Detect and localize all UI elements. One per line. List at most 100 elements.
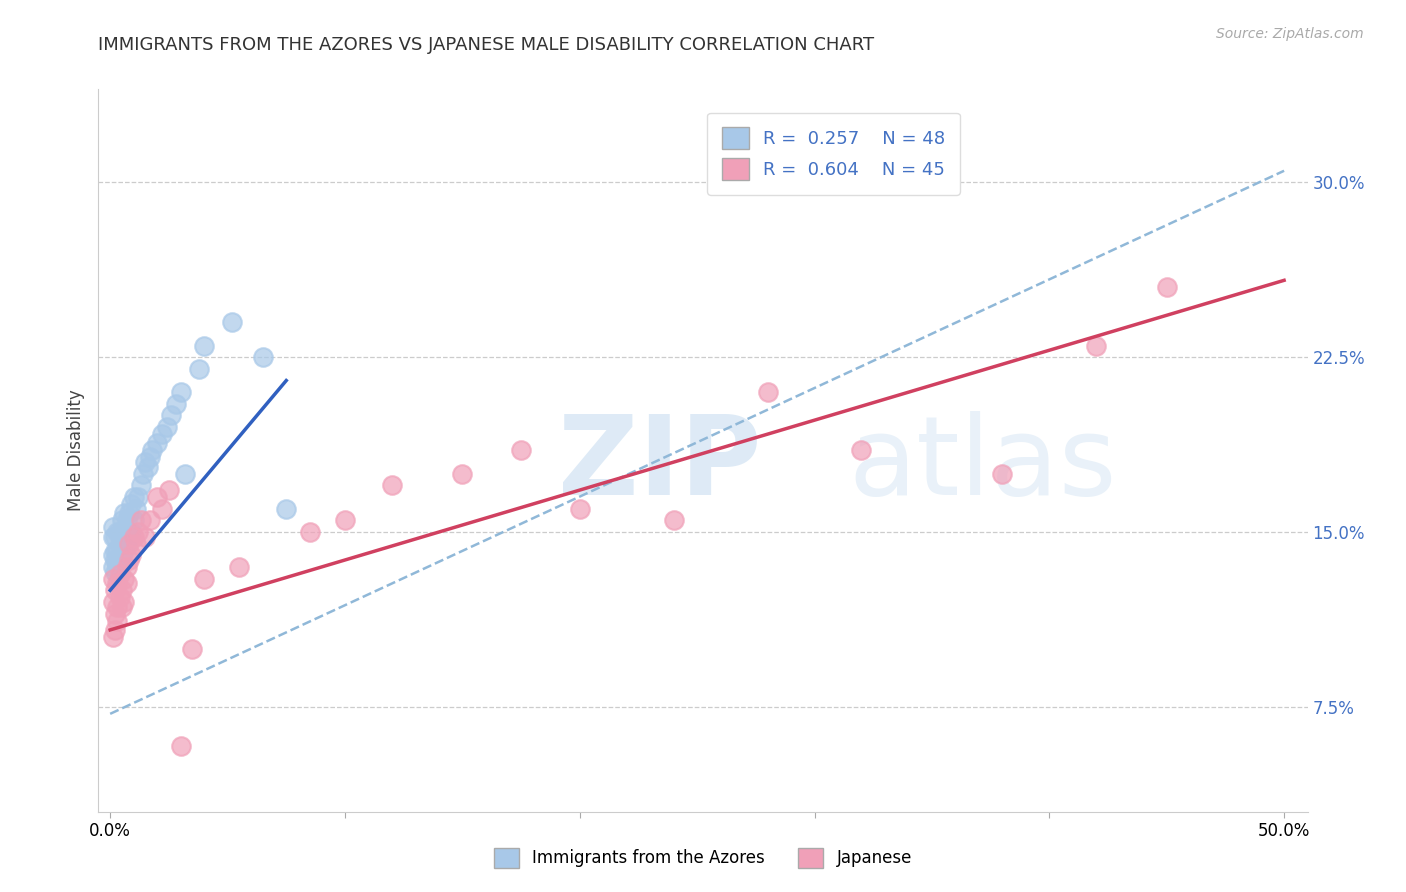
Point <box>105 558 128 572</box>
Point <box>169 739 191 754</box>
Point <box>101 520 124 534</box>
Point <box>108 566 131 581</box>
Point <box>115 513 138 527</box>
Point <box>165 397 187 411</box>
Point <box>136 459 159 474</box>
Point <box>104 607 127 621</box>
Point <box>333 513 356 527</box>
Text: IMMIGRANTS FROM THE AZORES VS JAPANESE MALE DISABILITY CORRELATION CHART: IMMIGRANTS FROM THE AZORES VS JAPANESE M… <box>98 36 875 54</box>
Point <box>188 362 211 376</box>
Point <box>132 467 155 481</box>
Legend: Immigrants from the Azores, Japanese: Immigrants from the Azores, Japanese <box>488 841 918 875</box>
Point <box>108 524 131 539</box>
Point <box>120 497 142 511</box>
Point <box>150 501 173 516</box>
Point <box>134 530 156 544</box>
Point <box>181 641 204 656</box>
Point <box>111 599 134 614</box>
Point <box>111 530 134 544</box>
Point <box>118 553 141 567</box>
Point <box>510 443 533 458</box>
Point <box>1156 280 1178 294</box>
Point <box>568 501 591 516</box>
Point <box>221 315 243 329</box>
Point <box>108 591 131 605</box>
Point <box>112 543 135 558</box>
Point <box>252 350 274 364</box>
Point <box>228 560 250 574</box>
Point <box>756 385 779 400</box>
Point <box>193 572 215 586</box>
Point <box>122 513 145 527</box>
Point <box>298 524 321 539</box>
Point <box>155 420 177 434</box>
Point <box>105 543 128 558</box>
Point <box>120 549 142 563</box>
Point <box>662 513 685 527</box>
Point <box>129 513 152 527</box>
Point <box>104 565 127 579</box>
Point <box>101 630 124 644</box>
Point <box>129 478 152 492</box>
Text: atlas: atlas <box>848 411 1116 518</box>
Y-axis label: Male Disability: Male Disability <box>66 390 84 511</box>
Point <box>104 530 127 544</box>
Point <box>139 513 162 527</box>
Text: ZIP: ZIP <box>558 411 761 518</box>
Point <box>451 467 474 481</box>
Point <box>112 524 135 539</box>
Point <box>991 467 1014 481</box>
Point <box>104 623 127 637</box>
Point <box>122 530 145 544</box>
Point <box>108 553 131 567</box>
Point <box>104 553 127 567</box>
Point <box>105 599 128 614</box>
Point <box>134 455 156 469</box>
Point <box>127 490 149 504</box>
Point <box>122 490 145 504</box>
Point <box>146 436 169 450</box>
Point <box>193 338 215 352</box>
Point <box>174 467 197 481</box>
Point <box>150 427 173 442</box>
Point <box>105 576 128 591</box>
Text: Source: ZipAtlas.com: Source: ZipAtlas.com <box>1216 27 1364 41</box>
Point <box>1085 338 1108 352</box>
Point <box>125 537 148 551</box>
Point <box>118 507 141 521</box>
Point <box>105 524 128 539</box>
Point <box>157 483 180 497</box>
Point <box>169 385 191 400</box>
Point <box>381 478 404 492</box>
Point <box>111 549 134 563</box>
Point <box>141 443 163 458</box>
Point <box>101 549 124 563</box>
Point <box>115 537 138 551</box>
Point <box>125 501 148 516</box>
Point <box>101 572 124 586</box>
Point <box>160 409 183 423</box>
Legend: R =  0.257    N = 48, R =  0.604    N = 45: R = 0.257 N = 48, R = 0.604 N = 45 <box>707 112 960 194</box>
Point <box>118 537 141 551</box>
Point <box>120 524 142 539</box>
Point <box>115 576 138 591</box>
Point <box>112 572 135 586</box>
Point <box>115 560 138 574</box>
Point <box>851 443 873 458</box>
Point <box>101 560 124 574</box>
Point <box>146 490 169 504</box>
Point <box>139 450 162 465</box>
Point <box>276 501 298 516</box>
Point <box>111 513 134 527</box>
Point <box>105 614 128 628</box>
Point <box>127 524 149 539</box>
Point <box>101 530 124 544</box>
Point <box>108 537 131 551</box>
Point <box>101 595 124 609</box>
Point <box>112 507 135 521</box>
Point <box>104 543 127 558</box>
Point <box>111 583 134 598</box>
Point <box>104 583 127 598</box>
Point <box>118 530 141 544</box>
Point <box>112 595 135 609</box>
